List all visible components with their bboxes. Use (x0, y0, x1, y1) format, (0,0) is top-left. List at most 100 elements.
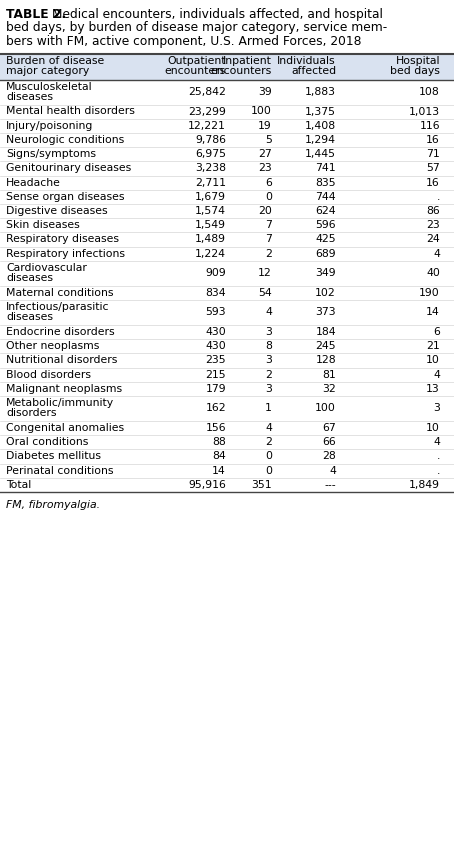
Text: Medical encounters, individuals affected, and hospital: Medical encounters, individuals affected… (49, 8, 383, 21)
Text: bed days, by burden of disease major category, service mem-: bed days, by burden of disease major cat… (6, 22, 387, 35)
Text: 4: 4 (433, 370, 440, 379)
Text: 16: 16 (426, 178, 440, 188)
Text: affected: affected (291, 66, 336, 76)
Text: Headache: Headache (6, 178, 61, 188)
Text: 95,916: 95,916 (188, 480, 226, 489)
Text: encounters: encounters (211, 66, 272, 76)
Text: Signs/symptoms: Signs/symptoms (6, 149, 96, 159)
Text: 834: 834 (205, 288, 226, 298)
Text: 624: 624 (316, 206, 336, 216)
Text: 744: 744 (316, 191, 336, 202)
Text: Hospital: Hospital (395, 55, 440, 66)
Text: 9,786: 9,786 (195, 135, 226, 145)
Text: Mental health disorders: Mental health disorders (6, 107, 135, 117)
Text: Skin diseases: Skin diseases (6, 220, 80, 230)
Text: 3,238: 3,238 (195, 164, 226, 173)
Text: 1,445: 1,445 (305, 149, 336, 159)
Text: 596: 596 (316, 220, 336, 230)
Text: 1,408: 1,408 (305, 120, 336, 131)
Text: 179: 179 (205, 384, 226, 394)
Text: 8: 8 (265, 341, 272, 351)
Text: 19: 19 (258, 120, 272, 131)
Text: 27: 27 (258, 149, 272, 159)
Text: Congenital anomalies: Congenital anomalies (6, 423, 124, 433)
Text: 4: 4 (329, 466, 336, 475)
Text: 4: 4 (265, 307, 272, 317)
Text: 21: 21 (426, 341, 440, 351)
Text: Total: Total (6, 480, 31, 489)
Text: Neurologic conditions: Neurologic conditions (6, 135, 124, 145)
Text: 235: 235 (205, 355, 226, 365)
Text: 430: 430 (205, 341, 226, 351)
Text: Digestive diseases: Digestive diseases (6, 206, 108, 216)
Text: ---: --- (324, 480, 336, 489)
Text: 1: 1 (265, 404, 272, 413)
Text: 4: 4 (433, 437, 440, 447)
Text: Oral conditions: Oral conditions (6, 437, 89, 447)
Text: 1,883: 1,883 (305, 87, 336, 97)
Text: Sense organ diseases: Sense organ diseases (6, 191, 124, 202)
Text: 7: 7 (265, 235, 272, 244)
Text: 430: 430 (205, 326, 226, 337)
Text: 23: 23 (258, 164, 272, 173)
Text: 909: 909 (205, 268, 226, 278)
Text: 349: 349 (316, 268, 336, 278)
Text: 0: 0 (265, 451, 272, 462)
Text: 689: 689 (316, 249, 336, 258)
Text: Injury/poisoning: Injury/poisoning (6, 120, 94, 131)
Text: 1,489: 1,489 (195, 235, 226, 244)
Text: 2,711: 2,711 (195, 178, 226, 188)
Text: 102: 102 (315, 288, 336, 298)
Text: 100: 100 (315, 404, 336, 413)
Text: 2: 2 (265, 249, 272, 258)
Text: 1,294: 1,294 (305, 135, 336, 145)
Text: Other neoplasms: Other neoplasms (6, 341, 99, 351)
Text: 54: 54 (258, 288, 272, 298)
Text: 66: 66 (322, 437, 336, 447)
Text: 84: 84 (212, 451, 226, 462)
Text: diseases: diseases (6, 313, 53, 322)
Text: 12,221: 12,221 (188, 120, 226, 131)
Text: 741: 741 (316, 164, 336, 173)
Text: 10: 10 (426, 355, 440, 365)
Text: 3: 3 (265, 355, 272, 365)
Text: 100: 100 (251, 107, 272, 117)
Text: 25,842: 25,842 (188, 87, 226, 97)
Text: 156: 156 (205, 423, 226, 433)
Text: .: . (437, 191, 440, 202)
Text: 5: 5 (265, 135, 272, 145)
Text: 16: 16 (426, 135, 440, 145)
Text: bers with FM, active component, U.S. Armed Forces, 2018: bers with FM, active component, U.S. Arm… (6, 35, 361, 48)
Text: 215: 215 (205, 370, 226, 379)
Text: 39: 39 (258, 87, 272, 97)
Text: 32: 32 (322, 384, 336, 394)
Text: major category: major category (6, 66, 89, 76)
Text: 24: 24 (426, 235, 440, 244)
Text: 71: 71 (426, 149, 440, 159)
Text: 6: 6 (265, 178, 272, 188)
Text: 40: 40 (426, 268, 440, 278)
Text: 0: 0 (265, 191, 272, 202)
Text: Infectious/parasitic: Infectious/parasitic (6, 302, 109, 312)
Text: 128: 128 (316, 355, 336, 365)
Text: TABLE 2.: TABLE 2. (6, 8, 66, 21)
Text: 14: 14 (426, 307, 440, 317)
Text: 190: 190 (419, 288, 440, 298)
Text: Musculoskeletal: Musculoskeletal (6, 81, 93, 92)
Text: 116: 116 (419, 120, 440, 131)
Text: Malignant neoplasms: Malignant neoplasms (6, 384, 122, 394)
Text: Maternal conditions: Maternal conditions (6, 288, 114, 298)
Text: 13: 13 (426, 384, 440, 394)
Text: Individuals: Individuals (277, 55, 336, 66)
Text: diseases: diseases (6, 273, 53, 283)
Text: .: . (437, 451, 440, 462)
Text: 1,224: 1,224 (195, 249, 226, 258)
Text: 14: 14 (212, 466, 226, 475)
Text: Inpatient: Inpatient (223, 55, 272, 66)
Text: 108: 108 (419, 87, 440, 97)
Text: 1,574: 1,574 (195, 206, 226, 216)
Text: Diabetes mellitus: Diabetes mellitus (6, 451, 101, 462)
Text: Outpatient: Outpatient (168, 55, 226, 66)
Text: Endocrine disorders: Endocrine disorders (6, 326, 114, 337)
Text: 6: 6 (433, 326, 440, 337)
